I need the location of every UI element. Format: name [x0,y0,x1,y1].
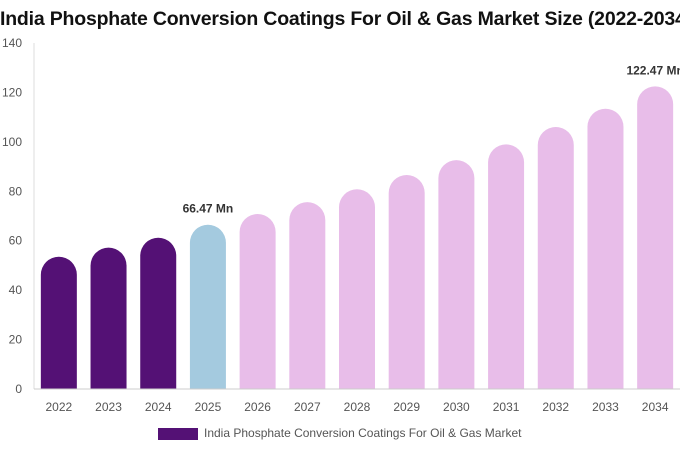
bar-2025[interactable] [189,224,226,389]
bar-2027[interactable] [289,202,326,389]
x-tick-label: 2027 [294,400,321,414]
x-tick-label: 2028 [344,400,371,414]
bar-2034[interactable] [637,86,674,389]
bar-2026[interactable] [239,214,276,389]
legend[interactable]: India Phosphate Conversion Coatings For … [158,426,522,440]
y-tick-label: 60 [9,234,23,248]
x-tick-label: 2029 [393,400,420,414]
bar-2033[interactable] [587,108,624,390]
bar-2032[interactable] [537,127,574,389]
y-tick-label: 100 [2,135,22,149]
y-tick-label: 40 [9,283,23,297]
x-tick-label: 2025 [195,400,222,414]
x-tick-label: 2033 [592,400,619,414]
x-tick-label: 2026 [244,400,271,414]
bar-2024[interactable] [140,237,177,389]
x-tick-label: 2022 [45,400,72,414]
data-label: 122.47 Mn [626,63,680,77]
legend-swatch [158,428,198,440]
x-tick-label: 2024 [145,400,172,414]
y-tick-label: 120 [2,85,22,99]
y-axis-ticks: 0 20 40 60 80 100 120 140 [2,36,22,396]
bar-2029[interactable] [388,174,425,389]
y-tick-label: 0 [15,382,22,396]
x-tick-label: 2030 [443,400,470,414]
legend-label: India Phosphate Conversion Coatings For … [204,426,522,440]
bar-2022[interactable] [40,256,77,389]
bar-2031[interactable] [488,144,525,389]
data-label: 66.47 Mn [183,202,234,216]
bar-2030[interactable] [438,160,475,389]
data-labels: 66.47 Mn 122.47 Mn [183,63,680,215]
x-tick-label: 2023 [95,400,122,414]
y-tick-label: 80 [9,184,23,198]
x-tick-label: 2034 [642,400,669,414]
y-tick-label: 140 [2,36,22,50]
bars [40,86,674,390]
y-tick-label: 20 [9,333,23,347]
bar-2023[interactable] [90,247,127,389]
x-tick-label: 2031 [493,400,520,414]
x-axis-ticks: 2022 2023 2024 2025 2026 2027 2028 2029 2030 2031… [45,400,668,414]
bar-2028[interactable] [339,189,375,389]
x-tick-label: 2032 [542,400,569,414]
chart-title: India Phosphate Conversion Coatings For … [0,8,680,30]
